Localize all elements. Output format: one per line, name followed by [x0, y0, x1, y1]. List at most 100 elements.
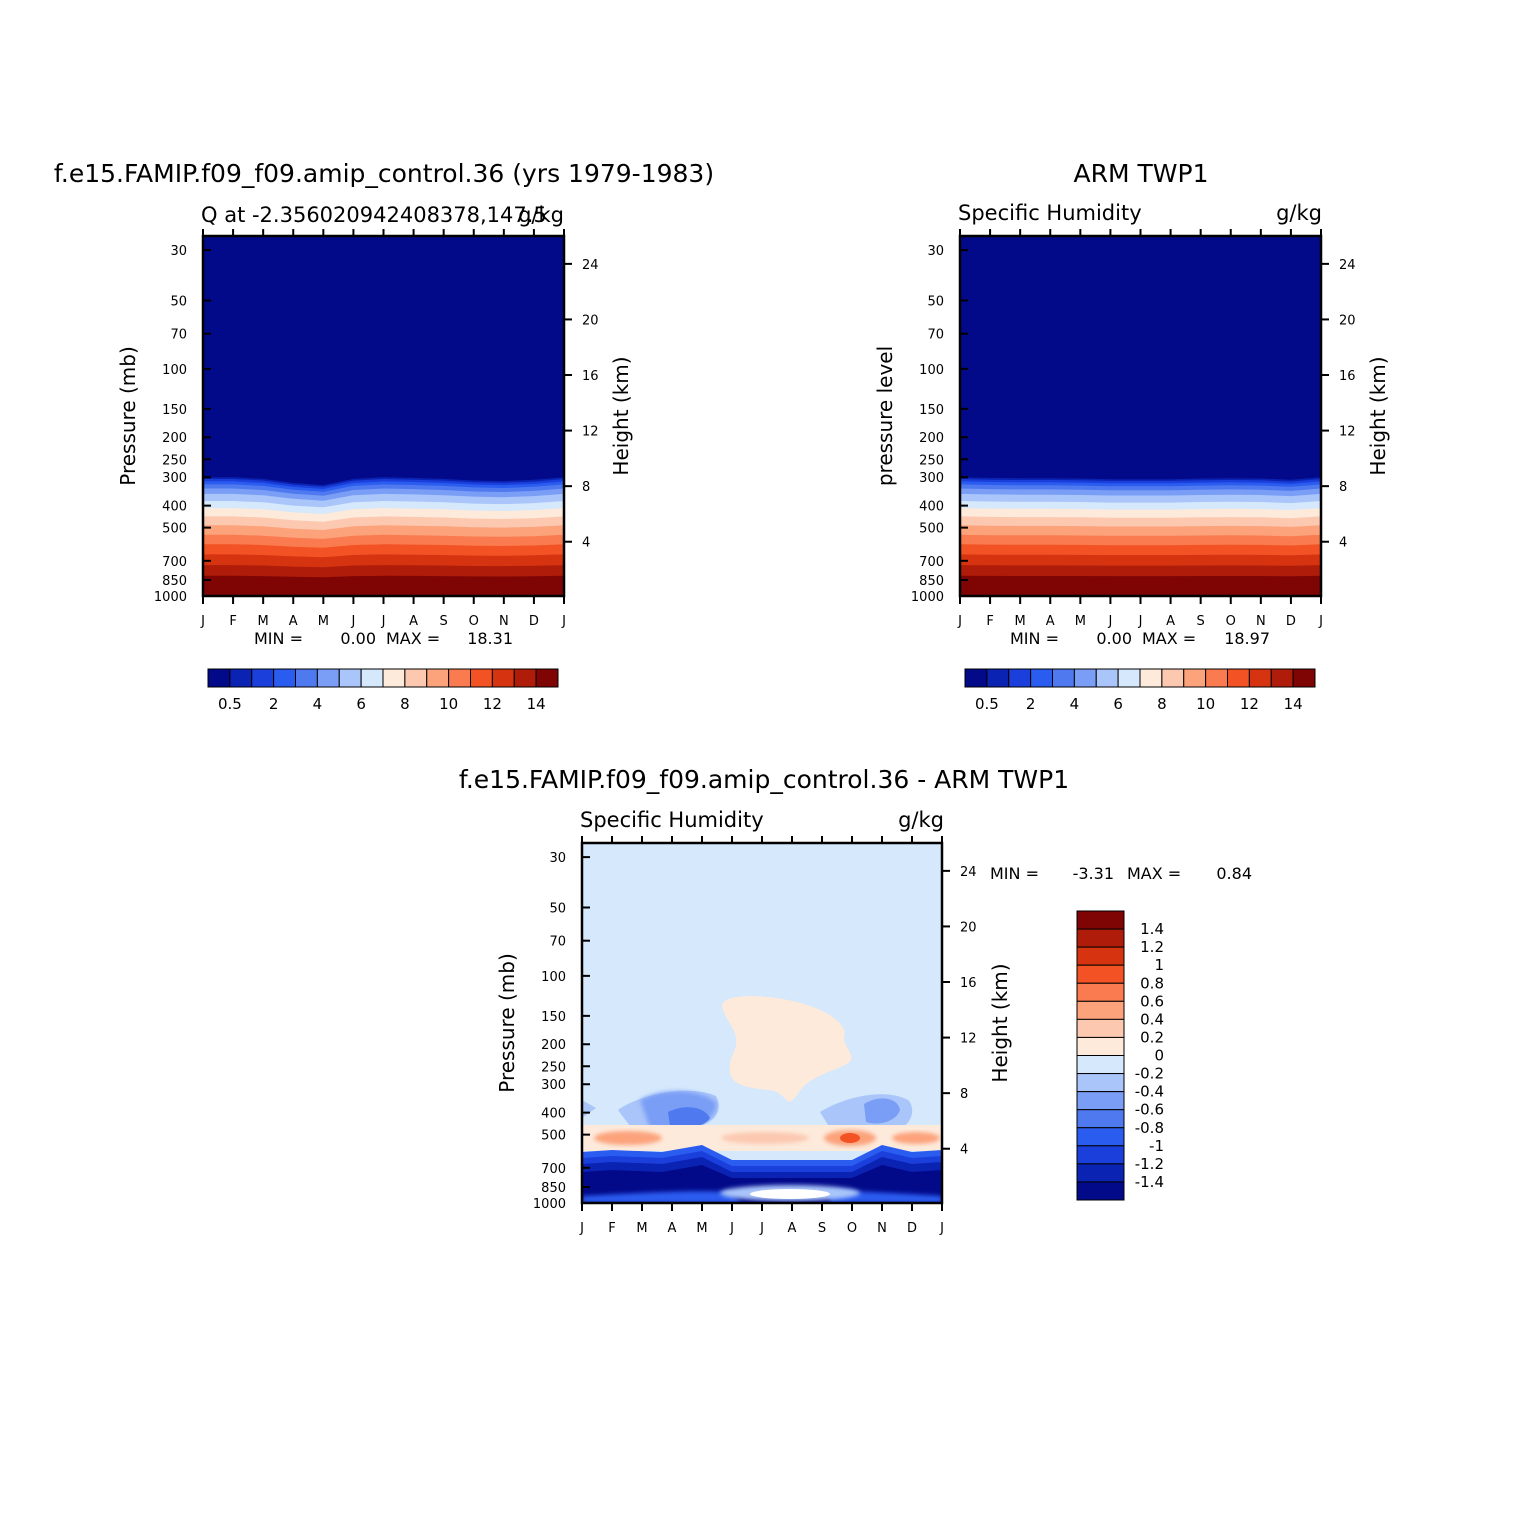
y-tick-label: 500 — [919, 522, 944, 537]
y-right-tick-label: 24 — [582, 258, 599, 273]
colorbar-label: 4 — [1070, 695, 1080, 713]
x-tick-label: O — [1226, 614, 1236, 629]
colorbar-box — [273, 668, 296, 688]
colorbar-box — [1076, 1036, 1125, 1056]
x-tick-label: A — [289, 614, 298, 629]
y-tick-label: 1000 — [154, 590, 187, 605]
colorbar-label: 0.5 — [975, 695, 999, 713]
y-tick-label: 400 — [162, 500, 187, 515]
x-tick-label: A — [668, 1221, 677, 1236]
y-tick-label: 400 — [919, 500, 944, 515]
x-tick-label: J — [350, 614, 355, 629]
y-tick-label: 200 — [919, 431, 944, 446]
colorbar-label: 0.2 — [1140, 1028, 1164, 1046]
y-tick-label: 700 — [162, 555, 187, 570]
y-tick-label: 100 — [162, 363, 187, 378]
colorbar-box — [470, 668, 493, 688]
y-tick-label: 70 — [549, 935, 566, 950]
panel-diff: f.e15.FAMIP.f09_f09.amip_control.36 - AR… — [459, 765, 1252, 1236]
y-tick-label: 50 — [927, 295, 944, 310]
diff-warm-4 — [892, 1132, 940, 1144]
x-tick-label: A — [1166, 614, 1175, 629]
x-tick-label: D — [529, 614, 539, 629]
colorbar-box — [964, 668, 988, 688]
model-ylabel: Pressure (mb) — [116, 346, 140, 486]
y-right-tick-label: 4 — [1339, 536, 1347, 551]
diff-ylabel: Pressure (mb) — [495, 953, 519, 1093]
colorbar-label: -0.8 — [1135, 1119, 1164, 1137]
model-max-label: MAX = — [386, 629, 440, 648]
x-tick-label: J — [939, 1221, 944, 1236]
colorbar-box — [360, 668, 384, 688]
colorbar-box — [1076, 910, 1125, 930]
x-tick-label: J — [729, 1221, 734, 1236]
model-subtitle-left: Q at -2.356020942408378,147.5 — [201, 203, 547, 227]
colorbar-label: 8 — [1157, 695, 1167, 713]
panel-obs: ARM TWP1 Specific Humidity g/kg 30 50 70 10… — [873, 159, 1390, 713]
colorbar-label: 1.2 — [1140, 938, 1164, 956]
colorbar-label: -0.6 — [1135, 1101, 1164, 1119]
x-tick-label: M — [258, 614, 269, 629]
y-tick-label: 250 — [541, 1060, 566, 1075]
colorbar-box — [1248, 668, 1272, 688]
x-tick-label: D — [1286, 614, 1296, 629]
obs-subtitle-left: Specific Humidity — [958, 201, 1142, 225]
colorbar-label: 2 — [1026, 695, 1036, 713]
colorbar-label: 6 — [356, 695, 366, 713]
diff-lower-layers — [582, 1145, 942, 1203]
y-tick-label: 150 — [919, 403, 944, 418]
x-tick-label: F — [986, 614, 993, 629]
y-right-tick-label: 4 — [960, 1143, 968, 1158]
diff-positive-blob — [722, 996, 852, 1102]
diff-title: f.e15.FAMIP.f09_f09.amip_control.36 - AR… — [459, 765, 1069, 794]
y-tick-label: 150 — [541, 1010, 566, 1025]
y-right-tick-label: 20 — [1339, 313, 1356, 328]
diff-negative-patch-2 — [864, 1098, 900, 1124]
colorbar-box — [1076, 946, 1125, 966]
y-tick-label: 30 — [549, 851, 566, 866]
x-tick-label: S — [1197, 614, 1205, 629]
y-right-tick-label: 24 — [960, 865, 977, 880]
obs-min-value: 0.00 — [1096, 629, 1132, 648]
y-right-tick-label: 4 — [582, 536, 590, 551]
y-tick-label: 850 — [162, 574, 187, 589]
obs-colorbar: 0.5 2 4 6 8 10 12 14 — [964, 668, 1316, 713]
y-tick-label: 50 — [549, 902, 566, 917]
colorbar-label: 8 — [400, 695, 410, 713]
colorbar-label: 14 — [1284, 695, 1303, 713]
panel-model: f.e15.FAMIP.f09_f09.amip_control.36 (yrs… — [54, 159, 714, 713]
colorbar-label: 0.6 — [1140, 992, 1164, 1010]
colorbar-box — [1205, 668, 1228, 688]
model-plot-area — [203, 236, 564, 596]
x-tick-label: M — [636, 1221, 647, 1236]
diff-warm-peak — [840, 1133, 860, 1143]
colorbar-label: 6 — [1113, 695, 1123, 713]
y-tick-label: 150 — [162, 403, 187, 418]
colorbar-label: 1.4 — [1140, 920, 1164, 938]
x-tick-label: J — [381, 614, 386, 629]
colorbar-box — [1161, 668, 1185, 688]
obs-title: ARM TWP1 — [1074, 159, 1209, 188]
x-tick-label: N — [499, 614, 509, 629]
diff-upper-positive-blob — [722, 996, 852, 1102]
colorbar-label: 0 — [1154, 1047, 1164, 1065]
obs-subtitle-right: g/kg — [1276, 201, 1322, 225]
x-tick-label: N — [1256, 614, 1266, 629]
colorbar-label: -1.2 — [1135, 1155, 1164, 1173]
colorbar-box — [426, 668, 450, 688]
y-tick-label: 250 — [162, 453, 187, 468]
y-right-tick-label: 16 — [582, 369, 599, 384]
model-title: f.e15.FAMIP.f09_f09.amip_control.36 (yrs… — [54, 159, 714, 188]
diff-max-label: MAX = — [1127, 864, 1181, 883]
model-ylabel-right: Height (km) — [609, 356, 633, 475]
x-tick-label: J — [957, 614, 962, 629]
colorbar-box — [1076, 1109, 1125, 1129]
y-right-tick-label: 8 — [960, 1087, 968, 1102]
colorbar-box — [1076, 1181, 1125, 1201]
x-tick-label: F — [608, 1221, 615, 1236]
y-right-tick-label: 12 — [582, 425, 599, 440]
y-tick-label: 250 — [919, 453, 944, 468]
y-tick-label: 700 — [919, 555, 944, 570]
diff-subtitle-right: g/kg — [898, 808, 944, 832]
colorbar-label: 0.4 — [1140, 1010, 1164, 1028]
